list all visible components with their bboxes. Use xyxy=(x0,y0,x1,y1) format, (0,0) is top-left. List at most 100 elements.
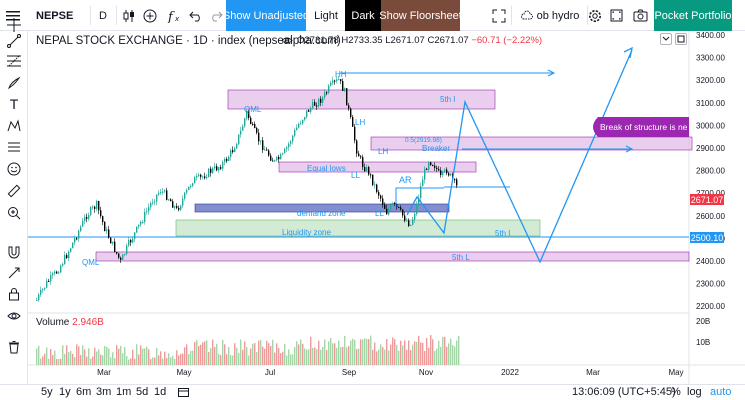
candle-body xyxy=(164,190,166,192)
liquidity-zone[interactable] xyxy=(175,219,541,237)
bos-callout[interactable] xyxy=(593,117,689,137)
dark-theme-button[interactable]: Dark xyxy=(345,0,381,31)
candle-body xyxy=(132,238,134,243)
trash-icon[interactable] xyxy=(5,338,23,356)
camera-icon[interactable] xyxy=(630,0,650,31)
candle-body xyxy=(136,226,138,233)
candles-icon[interactable] xyxy=(120,0,138,31)
price-tick-label: 2800.00 xyxy=(696,167,725,176)
light-theme-button[interactable]: Light xyxy=(314,9,338,22)
volume-bar xyxy=(98,349,100,365)
magnet-icon[interactable] xyxy=(5,243,23,261)
volume-bar xyxy=(220,355,222,365)
volume-bar xyxy=(164,351,166,365)
price-axis[interactable]: 3400.00 3300.00 3200.00 3100.00 3000.00 2900.… xyxy=(696,31,725,311)
lock-icon[interactable] xyxy=(5,285,23,303)
eye-icon[interactable] xyxy=(281,35,293,49)
candle-body xyxy=(180,205,182,210)
candle-body xyxy=(90,207,92,215)
settings-gear-icon[interactable] xyxy=(587,0,603,31)
collapse-chevron-icon[interactable] xyxy=(660,33,672,45)
candle-body xyxy=(380,195,382,199)
range-1y[interactable]: 1y xyxy=(59,386,71,398)
range-6m[interactable]: 6m xyxy=(76,386,92,398)
show-unadjusted-button[interactable]: Show Unadjusted xyxy=(223,0,309,31)
crosshair-icon[interactable] xyxy=(5,16,23,34)
volume-bar xyxy=(308,349,310,365)
candle-body xyxy=(310,107,312,112)
percent-toggle[interactable]: % xyxy=(671,386,681,398)
range-3m[interactable]: 3m xyxy=(96,386,112,398)
template-selector[interactable]: ob hydro xyxy=(515,0,585,31)
fullscreen-icon[interactable] xyxy=(608,0,624,31)
ruler-icon[interactable] xyxy=(5,182,23,200)
text-tool-icon[interactable]: T xyxy=(9,96,19,112)
emoji-icon[interactable] xyxy=(5,160,23,178)
zoom-in-icon[interactable] xyxy=(5,204,23,222)
eye-icon[interactable] xyxy=(5,307,23,325)
volume-bar xyxy=(224,344,226,365)
range-5d[interactable]: 5d xyxy=(136,386,149,398)
volume-bar xyxy=(202,342,204,365)
range-5y[interactable]: 5y xyxy=(41,386,53,398)
ohlc-legend: O2731.78 H2733.35 L2671.07 C2671.07 −60.… xyxy=(297,35,542,46)
fib-zone[interactable] xyxy=(370,136,693,151)
candle-body xyxy=(42,289,44,291)
symbol-search[interactable]: NEPSE xyxy=(36,9,74,22)
show-floorsheet-button[interactable]: Show Floorsheet xyxy=(379,0,462,31)
candle-body xyxy=(318,98,320,107)
date-range-icon[interactable] xyxy=(178,387,189,400)
log-toggle[interactable]: log xyxy=(687,386,702,398)
candle-body xyxy=(418,198,420,204)
demand-zone[interactable] xyxy=(194,203,450,213)
label-breaker: Breaker xyxy=(422,144,450,153)
volume-bar xyxy=(448,343,450,365)
clock[interactable]: 13:06:09 (UTC+5:45) xyxy=(572,386,676,398)
range-1d[interactable]: 1d xyxy=(154,386,167,398)
menu-icon[interactable] xyxy=(2,0,24,31)
fib-retracement-icon[interactable] xyxy=(5,52,23,70)
trend-line-icon[interactable] xyxy=(5,32,23,50)
candle-body xyxy=(104,222,106,232)
equal-lows-zone[interactable] xyxy=(278,161,477,173)
time-axis[interactable]: Mar May Jul Sep Nov 2022 Mar May xyxy=(97,368,683,377)
projection-path[interactable] xyxy=(406,49,633,264)
volume-bar xyxy=(284,343,286,365)
interval-button[interactable]: D xyxy=(99,9,107,22)
compare-add-icon[interactable] xyxy=(141,0,159,31)
volume-bar xyxy=(350,340,352,365)
pocket-portfolio-button[interactable]: Pocket Portfolio xyxy=(654,0,732,31)
prediction-tool-icon[interactable] xyxy=(5,138,23,156)
redo-icon[interactable] xyxy=(207,0,225,31)
candle-body xyxy=(406,220,408,222)
volume-bar xyxy=(112,352,114,365)
volume-bar xyxy=(50,348,52,365)
candle-body xyxy=(408,220,410,226)
projection-arrow xyxy=(623,46,633,59)
undo-icon[interactable] xyxy=(187,0,205,31)
volume-bar xyxy=(48,358,50,365)
drawing-toolbar: T xyxy=(0,18,28,384)
volume-bar xyxy=(148,349,150,365)
range-1m[interactable]: 1m xyxy=(116,386,132,398)
brush-icon[interactable] xyxy=(5,74,23,92)
auto-toggle[interactable]: auto xyxy=(710,386,732,398)
stay-drawing-icon[interactable] xyxy=(5,264,23,282)
volume-bar xyxy=(152,357,154,365)
volume-bar xyxy=(244,341,246,365)
candle-body xyxy=(38,294,40,300)
volume-bar xyxy=(90,358,92,365)
volume-bar xyxy=(428,347,430,365)
volume-bar xyxy=(314,347,316,365)
candle-body xyxy=(60,265,62,273)
fifth-l-zone[interactable] xyxy=(95,251,690,262)
maximize-pane-icon[interactable] xyxy=(675,33,687,45)
volume-bar xyxy=(414,341,416,365)
fullscreen-expand-icon[interactable] xyxy=(490,0,508,31)
volume-bar xyxy=(300,339,302,365)
candle-body xyxy=(324,92,326,98)
pattern-tool-icon[interactable] xyxy=(5,117,23,135)
supply-zone-top[interactable] xyxy=(227,89,496,110)
